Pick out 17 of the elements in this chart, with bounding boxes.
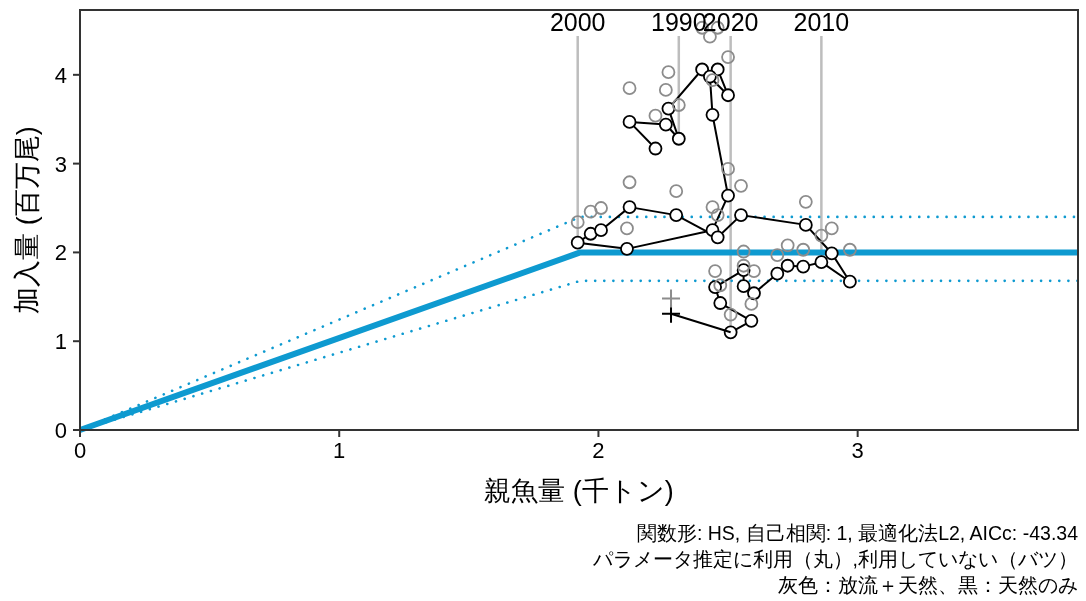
- x-tick-label: 2: [592, 438, 605, 463]
- annotation: 2000: [549, 8, 606, 36]
- y-tick-label: 0: [54, 418, 67, 443]
- y-tick-label: 4: [54, 62, 67, 88]
- y-tick-label: 1: [54, 329, 67, 355]
- y-axis-title: 加入量 (百万尾): [12, 126, 42, 314]
- x-tick-label: 1: [333, 438, 346, 463]
- annotation: 1990: [650, 8, 707, 36]
- x-tick-label: 3: [851, 438, 864, 463]
- y-tick-label: 2: [54, 240, 67, 266]
- text: 灰色：放流＋天然、黒：天然のみ: [778, 574, 1078, 596]
- text: パラメータ推定に利用（丸）,利用していない（バツ）: [591, 548, 1078, 570]
- text: 関数形: HS, 自己相関: 1, 最適化法L2, AICc: -43.34: [636, 522, 1079, 544]
- x-axis-title: 親魚量 (千トン): [484, 476, 674, 506]
- x-tick-label: 0: [73, 438, 87, 463]
- annotation: 2010: [793, 8, 850, 36]
- y-tick-label: 3: [54, 151, 67, 177]
